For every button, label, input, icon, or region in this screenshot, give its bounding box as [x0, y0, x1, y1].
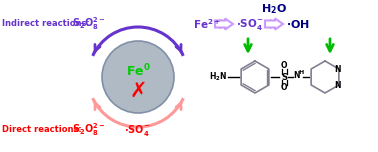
Text: $\mathbf{\bullet OH}$: $\mathbf{\bullet OH}$ — [286, 18, 310, 30]
Circle shape — [102, 41, 174, 113]
Text: $\mathbf{Fe^{2+}}$: $\mathbf{Fe^{2+}}$ — [193, 17, 221, 31]
Text: $\mathbf{S_2O_8^{2-}}$: $\mathbf{S_2O_8^{2-}}$ — [72, 122, 105, 138]
Text: S: S — [281, 73, 287, 81]
Text: $\mathbf{S_2O_8^{2-}}$: $\mathbf{S_2O_8^{2-}}$ — [72, 16, 105, 32]
Text: N: N — [335, 64, 341, 74]
Text: O: O — [281, 62, 287, 71]
FancyArrow shape — [265, 19, 283, 29]
Text: $\mathbf{H_2N}$: $\mathbf{H_2N}$ — [209, 71, 227, 83]
Text: H: H — [298, 71, 304, 76]
Text: ✗: ✗ — [129, 81, 147, 101]
Text: $\mathbf{\bullet SO_4^{-}}$: $\mathbf{\bullet SO_4^{-}}$ — [236, 17, 263, 31]
Text: Direct reactions:: Direct reactions: — [2, 126, 82, 135]
Text: $\mathbf{\bullet SO_4^{-}}$: $\mathbf{\bullet SO_4^{-}}$ — [124, 123, 150, 138]
Text: N: N — [335, 81, 341, 90]
Text: $\mathbf{H_2O}$: $\mathbf{H_2O}$ — [261, 2, 287, 16]
FancyArrow shape — [215, 19, 233, 29]
Text: $\mathbf{Fe^0}$: $\mathbf{Fe^0}$ — [125, 63, 150, 79]
Text: N: N — [293, 71, 299, 81]
Text: Indirect reactions:: Indirect reactions: — [2, 19, 90, 29]
Text: O: O — [281, 83, 287, 93]
